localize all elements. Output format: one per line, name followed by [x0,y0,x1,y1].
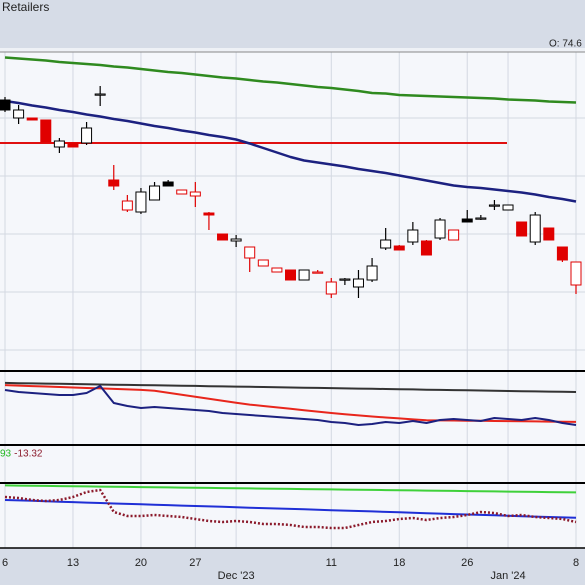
candle-body [81,127,93,144]
indicator-line [4,499,577,519]
candle-body [94,93,106,96]
x-tick-label: 20 [135,557,147,569]
candle-body [271,267,283,273]
candle-body [502,204,514,211]
candle-body [380,239,392,249]
x-tick-label: Dec '23 [218,570,255,582]
chart-title: Retailers [2,0,49,14]
candle-body [516,221,528,237]
candle-body [393,245,405,251]
candle-body [325,281,337,295]
candle-body [285,269,296,281]
candle-body [570,261,582,286]
candle-body [203,212,215,216]
candle-body [40,119,52,143]
candle-body [121,200,133,211]
candle-body [529,214,541,243]
candle-body [312,271,324,274]
candle-body [366,265,378,281]
candle-body [108,179,120,187]
candle-body [189,191,201,197]
candle-body [420,240,432,256]
indicator-value-label: 93 [0,449,12,460]
x-tick-label: 13 [67,557,79,569]
candle-body [339,278,351,281]
marks-layer [0,56,582,530]
candle-body [543,227,555,241]
indicator-line [4,381,577,393]
candle-body [488,204,500,207]
indicator-line [4,385,577,426]
candle-body [448,229,460,241]
indicator-line [4,484,577,494]
candle-body [556,246,568,261]
grid-layer [0,52,585,548]
x-tick-label: Jan '24 [490,570,525,582]
x-tick-label: 11 [326,557,337,569]
candle-body [230,238,242,242]
candle-body [176,189,188,195]
candle-body [67,142,79,148]
x-tick-label: 27 [189,557,201,569]
candle-body [407,229,419,243]
indicator-line [4,488,577,530]
indicator-line [4,56,577,104]
x-tick-label: 18 [393,557,405,569]
candle-body [244,246,256,259]
candle-body [352,278,364,288]
header-bar [0,0,585,48]
x-tick-label: 6 [2,557,8,569]
ohlc-readout: O: 74.6 [549,39,582,50]
candle-body [257,259,269,267]
candle-body [217,233,229,241]
indicator-value-label: -13.32 [14,449,43,460]
candle-body [13,109,25,119]
candle-body [53,140,65,148]
candle-body [149,185,161,201]
candle-body [298,269,310,281]
x-tick-label: 8 [573,557,579,569]
plot-background [0,52,585,548]
candle-body [475,217,487,220]
candle-body [461,218,473,223]
header-strip [0,48,585,52]
candle-body [0,99,11,111]
candle-body [162,181,174,187]
x-tick-label: 26 [461,557,473,569]
indicator-line [4,99,577,203]
candle-body [26,117,38,121]
candle-body [434,219,446,239]
candle-body [135,191,147,213]
axis-strip [0,548,585,585]
